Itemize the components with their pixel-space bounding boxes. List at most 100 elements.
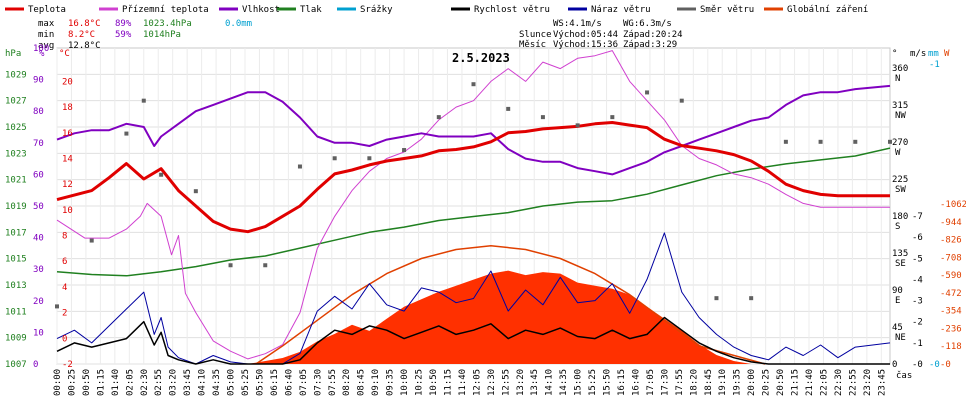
wind-tick: -2: [912, 318, 923, 328]
series-layer: [55, 50, 892, 365]
radiation-tick: -944: [940, 218, 962, 228]
temperature-line: [56, 121, 890, 234]
legend-label: Přízemní teplota: [122, 5, 209, 15]
stat-min-temp: 8.2°C: [68, 30, 95, 40]
stat-slunce: Slunce: [519, 30, 552, 40]
x-tick: 22:05: [819, 369, 829, 396]
direction-label: SW: [895, 185, 906, 195]
pressure-tick: 1011: [5, 307, 27, 317]
temp-tick: -2: [62, 360, 73, 370]
stat-min-hum: 59%: [115, 30, 132, 40]
x-tick: 13:20: [516, 369, 526, 396]
x-tick: 10:25: [415, 369, 425, 396]
x-tick: 00:50: [82, 369, 92, 396]
temp-tick: 14: [62, 154, 73, 164]
temp-tick: 10: [62, 206, 73, 216]
temp-tick: 2: [62, 309, 67, 319]
radiation-area: [247, 270, 752, 364]
x-tick: 23:20: [863, 369, 873, 396]
legend-label: Vlhkost: [242, 5, 280, 15]
legend-label: Srážky: [360, 5, 393, 15]
direction-tick: 90: [892, 286, 903, 296]
humidity-tick: 90: [33, 76, 44, 86]
direction-tick: 45: [892, 323, 903, 333]
pressure-tick: 1023: [5, 149, 27, 159]
legend-label: Směr větru: [700, 5, 754, 15]
x-tick: 04:10: [198, 369, 208, 396]
direction-label: SE: [895, 259, 906, 269]
x-tick: 20:25: [762, 369, 772, 396]
wind-direction-point: [540, 115, 545, 120]
wind-tick: -7: [912, 212, 923, 222]
wind-direction-point: [55, 304, 59, 309]
wind-direction-point: [141, 98, 146, 103]
x-tick: 15:50: [603, 369, 613, 396]
x-tick: 17:05: [646, 369, 656, 396]
x-tick: 04:35: [212, 369, 222, 396]
stat-max-rain: 0.0mm: [225, 19, 252, 29]
wind-direction-point: [367, 156, 372, 161]
legend-label: Náraz větru: [591, 5, 651, 15]
axis-title-w: W: [944, 49, 950, 59]
radiation-theoretical-line: [255, 244, 766, 365]
x-tick: 14:10: [545, 369, 555, 396]
x-tick: 21:15: [791, 369, 801, 396]
temp-tick: 12: [62, 180, 73, 190]
wind-direction-point: [749, 296, 754, 301]
x-axis-title: čas: [896, 370, 912, 381]
radiation-tick: -590: [940, 271, 962, 281]
axis-title-degc: °C: [59, 49, 70, 59]
x-tick: 07:30: [313, 369, 323, 396]
wind-direction-point: [402, 148, 407, 153]
stat-moon-rise: Východ:15:36: [553, 40, 618, 50]
x-tick: 08:20: [342, 369, 352, 396]
wind-tick: -4: [912, 275, 923, 285]
stat-max-hum: 89%: [115, 19, 132, 29]
wind-tick: -5: [912, 254, 923, 264]
x-tick: 05:00: [227, 369, 237, 396]
stat-max-label: max: [38, 19, 55, 29]
humidity-tick: 30: [33, 265, 44, 275]
wind-direction-point: [818, 139, 823, 144]
x-tick: 20:50: [776, 369, 786, 396]
wind-direction-point: [159, 172, 164, 177]
pressure-tick: 1009: [5, 334, 27, 344]
chart-title: 2.5.2023: [452, 51, 510, 65]
wind-direction-point: [332, 156, 337, 161]
stat-avg-temp: 12.8°C: [68, 41, 101, 51]
x-tick: 12:55: [501, 369, 511, 396]
wind-tick: -1: [912, 339, 923, 349]
x-tick: 18:45: [704, 369, 714, 396]
direction-tick: 360: [892, 64, 908, 74]
wind-direction-point: [714, 296, 719, 301]
direction-tick: 315: [892, 101, 908, 111]
temp-tick: 20: [62, 77, 73, 87]
direction-tick: 225: [892, 175, 908, 185]
x-tick: 02:30: [140, 369, 150, 396]
wind-direction-point: [228, 263, 233, 268]
x-tick: 18:20: [689, 369, 699, 396]
stat-ws: WS:4.1m/s: [553, 19, 602, 29]
wind-direction-point: [471, 82, 476, 87]
x-tick: 00:25: [67, 369, 77, 396]
humidity-tick: 40: [33, 234, 44, 244]
legend-label: Teplota: [28, 5, 66, 15]
pressure-tick: 1015: [5, 255, 27, 265]
direction-label: S: [895, 222, 900, 232]
humidity-tick: 0: [33, 360, 38, 370]
ground-temp-line: [56, 50, 890, 360]
x-tick: 10:00: [400, 369, 410, 396]
x-tick: 05:25: [241, 369, 251, 396]
wind-direction-point: [575, 123, 580, 128]
wind-direction-point: [783, 139, 788, 144]
temp-tick: 0: [62, 334, 67, 344]
x-tick: 12:30: [487, 369, 497, 396]
humidity-tick: 70: [33, 139, 44, 149]
x-tick: 03:45: [183, 369, 193, 396]
stat-max-temp: 16.8°C: [68, 19, 101, 29]
humidity-tick: 20: [33, 297, 44, 307]
x-tick: 19:10: [718, 369, 728, 396]
temp-tick: 4: [62, 283, 67, 293]
wind-direction-point: [888, 139, 892, 144]
